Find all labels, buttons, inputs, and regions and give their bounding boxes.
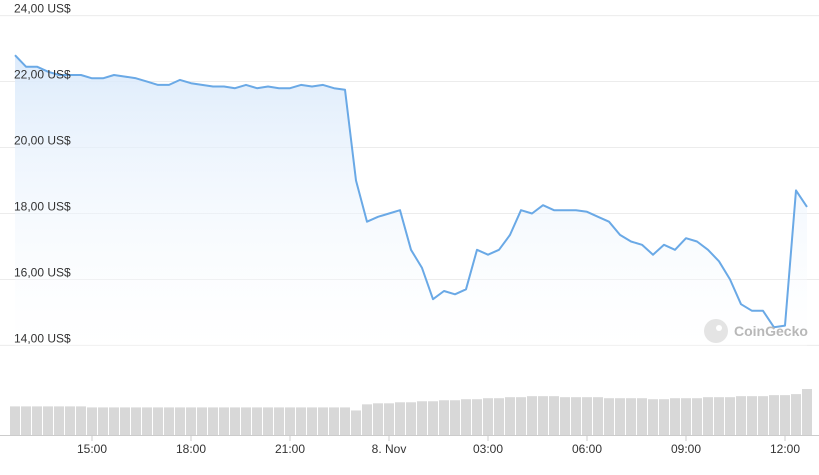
volume-bar: [318, 407, 328, 435]
volume-bar: [274, 407, 284, 435]
volume-bar: [164, 407, 174, 435]
axis: 14,00 US$ 16,00 US$ 18,00 US$ 20,00 US$ 22,0…: [0, 2, 819, 456]
watermark-logo: [704, 319, 728, 343]
watermark-logo-eye: [716, 325, 722, 331]
y-tick-label: 22,00 US$: [14, 68, 71, 82]
volume-bar: [208, 407, 218, 435]
volume-bar: [692, 398, 702, 435]
volume-bar: [637, 398, 647, 435]
volume-bar: [340, 407, 350, 435]
volume-bar: [65, 406, 75, 435]
volume-bar: [142, 407, 152, 435]
volume-bar: [505, 397, 515, 435]
volume-bar: [494, 398, 504, 435]
x-tick-label: 09:00: [671, 442, 701, 456]
volume-bar: [131, 407, 141, 435]
volume-bar: [21, 406, 31, 435]
volume-bar: [241, 407, 251, 435]
volume-bar: [549, 396, 559, 435]
volume-bar: [439, 400, 449, 435]
x-tick-label: 03:00: [473, 442, 503, 456]
y-tick-label: 24,00 US$: [14, 2, 71, 16]
volume-bar: [681, 398, 691, 435]
volume-bar: [802, 389, 812, 435]
volume-bar: [450, 400, 460, 435]
volume-bar: [769, 395, 779, 435]
volume-bar: [582, 397, 592, 435]
volume-bar: [659, 399, 669, 435]
volume-bar: [307, 407, 317, 435]
volume-bar: [736, 396, 746, 435]
volume-bar: [417, 401, 427, 435]
volume-bar: [626, 398, 636, 435]
volume-bar: [351, 410, 361, 435]
volume-bar: [648, 399, 658, 435]
volume-bar: [329, 407, 339, 435]
volume-bar: [406, 402, 416, 435]
volume-bar: [560, 397, 570, 435]
volume-bar: [472, 399, 482, 435]
volume-bar: [296, 407, 306, 435]
x-tick-label: 18:00: [176, 442, 206, 456]
volume-bar: [670, 398, 680, 435]
volume-bar: [230, 407, 240, 435]
volume-bar: [263, 407, 273, 435]
volume-bar: [593, 397, 603, 435]
volume-bar: [252, 407, 262, 435]
volume-bar: [285, 407, 295, 435]
volume-bar: [538, 396, 548, 435]
volume-bar: [384, 403, 394, 435]
x-tick-label: 8. Nov: [372, 442, 407, 456]
volume-bar: [615, 398, 625, 435]
volume-bar: [604, 398, 614, 435]
volume-bar: [76, 406, 86, 435]
volume-bar: [791, 394, 801, 435]
x-tick-label: 15:00: [77, 442, 107, 456]
volume-bar: [527, 396, 537, 435]
x-tick-label: 21:00: [275, 442, 305, 456]
volume-bar: [175, 407, 185, 435]
y-tick-label: 18,00 US$: [14, 199, 71, 213]
y-tick-label: 16,00 US$: [14, 265, 71, 279]
x-tick-label: 12:00: [770, 442, 800, 456]
volume-bar: [43, 406, 53, 435]
volume-bar: [54, 406, 64, 435]
volume-bar: [120, 407, 130, 435]
volume-bar: [32, 406, 42, 435]
volume-bar: [197, 407, 207, 435]
volume-bar: [780, 395, 790, 435]
watermark-text: CoinGecko: [734, 323, 808, 339]
volume-bar: [516, 397, 526, 435]
volume-bar: [428, 401, 438, 435]
volume-bar: [703, 397, 713, 435]
volume-bar: [10, 406, 20, 435]
volume-bar: [186, 407, 196, 435]
volume-bar: [87, 407, 97, 435]
volume-bar: [395, 402, 405, 435]
volume-bar: [725, 397, 735, 435]
x-tick-label: 06:00: [572, 442, 602, 456]
volume-bar: [461, 399, 471, 435]
volume-bar: [219, 407, 229, 435]
volume-bar: [373, 403, 383, 435]
volume-bar: [571, 397, 581, 435]
y-tick-label: 20,00 US$: [14, 134, 71, 148]
y-tick-label: 14,00 US$: [14, 331, 71, 345]
volume-bar: [98, 407, 108, 435]
volume-bar: [758, 396, 768, 435]
volume-bar: [747, 396, 757, 435]
volume-bar: [109, 407, 119, 435]
plot: [10, 54, 812, 435]
volume-bar: [714, 397, 724, 435]
watermark: CoinGecko: [704, 319, 808, 343]
volume-bar: [483, 398, 493, 435]
volume-bar: [362, 404, 372, 435]
price-line: [14, 54, 808, 329]
volume-bar: [153, 407, 163, 435]
price-area: [15, 55, 807, 352]
